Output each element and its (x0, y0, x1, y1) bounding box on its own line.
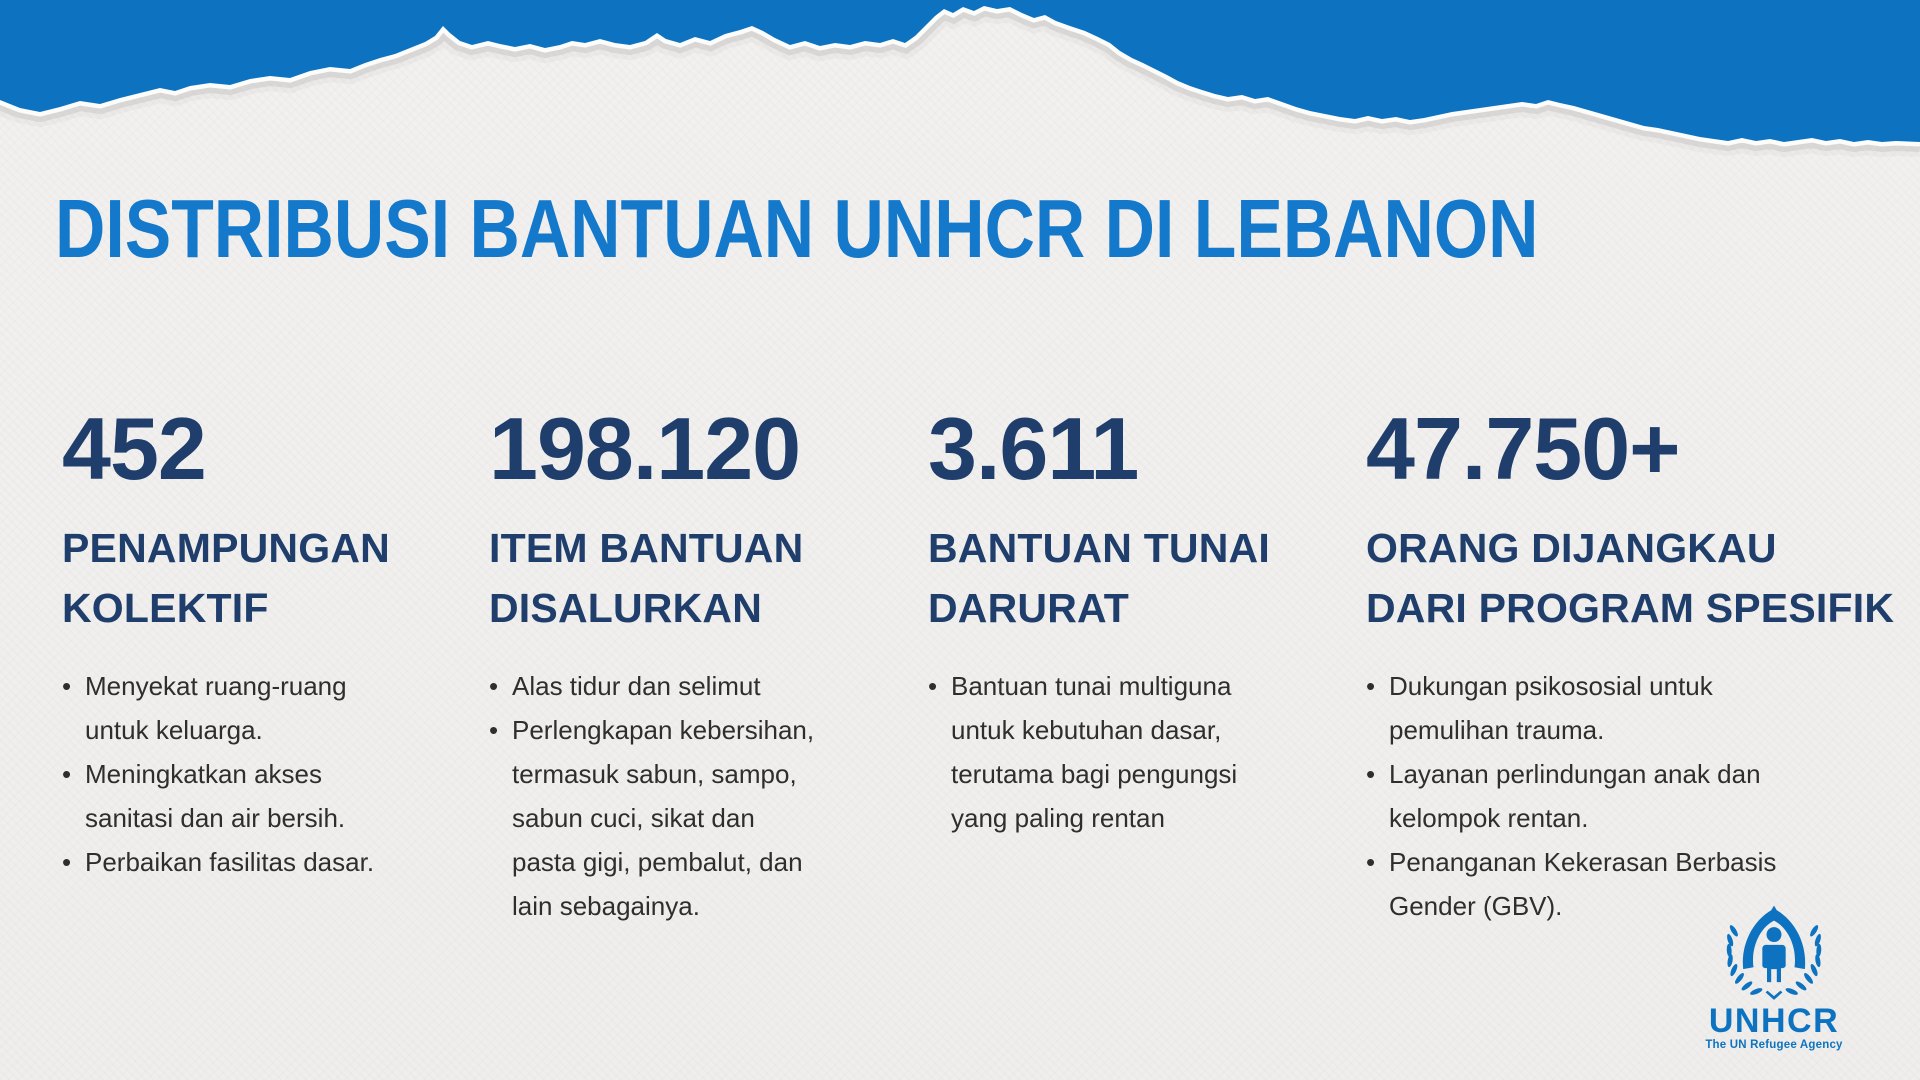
bullet-list: Bantuan tunai multiguna untuk kebutuhan … (928, 664, 1261, 840)
bullet-item: Bantuan tunai multiguna untuk kebutuhan … (928, 664, 1261, 840)
stat-label-line: ITEM BANTUAN (489, 525, 804, 571)
stat-value: 452 (62, 399, 207, 498)
stat-column-relief-items: 198.120 ITEM BANTUAN DISALURKAN Alas tid… (489, 404, 849, 928)
stat-label-line: BANTUAN TUNAI (928, 525, 1270, 571)
unhcr-logo: UNHCR The UN Refugee Agency (1700, 898, 1848, 1052)
stat-label: PENAMPUNGAN KOLEKTIF (62, 518, 402, 638)
bullet-item: Alas tidur dan selimut (489, 664, 820, 708)
stat-value: 47.750+ (1366, 399, 1681, 498)
bullet-item: Perbaikan fasilitas dasar. (62, 840, 385, 884)
bullet-item: Penanganan Kekerasan Berbasis Gender (GB… (1366, 840, 1799, 928)
stat-label: BANTUAN TUNAI DARURAT (928, 518, 1308, 638)
stat-column-cash-assistance: 3.611 BANTUAN TUNAI DARURAT Bantuan tuna… (928, 404, 1308, 840)
stat-label-line: DARI PROGRAM SPESIFIK (1366, 585, 1895, 631)
stat-label-line: ORANG DIJANGKAU (1366, 525, 1777, 571)
bullet-list: Menyekat ruang-ruang untuk keluarga. Men… (62, 664, 385, 884)
stat-column-people-reached: 47.750+ ORANG DIJANGKAU DARI PROGRAM SPE… (1366, 399, 1895, 928)
stat-value: 198.120 (489, 399, 801, 498)
bullet-item: Dukungan psikososial untuk pemulihan tra… (1366, 664, 1799, 752)
bullet-item: Perlengkapan kebersihan, termasuk sabun,… (489, 708, 820, 928)
bullet-item: Menyekat ruang-ruang untuk keluarga. (62, 664, 385, 752)
stat-label-line: DARURAT (928, 585, 1130, 631)
stat-value: 3.611 (928, 399, 1139, 498)
unhcr-tagline: The UN Refugee Agency (1705, 1039, 1843, 1051)
unhcr-wordmark: UNHCR (1708, 1002, 1840, 1040)
blue-band (0, 0, 1920, 142)
stat-label-line: PENAMPUNGAN (62, 525, 390, 571)
bullet-list: Alas tidur dan selimut Perlengkapan kebe… (489, 664, 820, 928)
stat-label-line: DISALURKAN (489, 585, 763, 631)
unhcr-emblem-icon (1726, 905, 1822, 1000)
bullet-list: Dukungan psikososial untuk pemulihan tra… (1366, 664, 1799, 928)
bullet-item: Layanan perlindungan anak dan kelompok r… (1366, 752, 1799, 840)
stat-column-shelters: 452 PENAMPUNGAN KOLEKTIF Menyekat ruang-… (62, 399, 402, 885)
page-title: DISTRIBUSI BANTUAN UNHCR DI LEBANON (55, 182, 1539, 275)
stat-label: ITEM BANTUAN DISALURKAN (489, 518, 849, 638)
torn-paper-banner (0, 0, 1920, 158)
bullet-item: Meningkatkan akses sanitasi dan air bers… (62, 752, 385, 840)
stat-label-line: KOLEKTIF (62, 585, 269, 631)
stat-label: ORANG DIJANGKAU DARI PROGRAM SPESIFIK (1366, 518, 1895, 638)
